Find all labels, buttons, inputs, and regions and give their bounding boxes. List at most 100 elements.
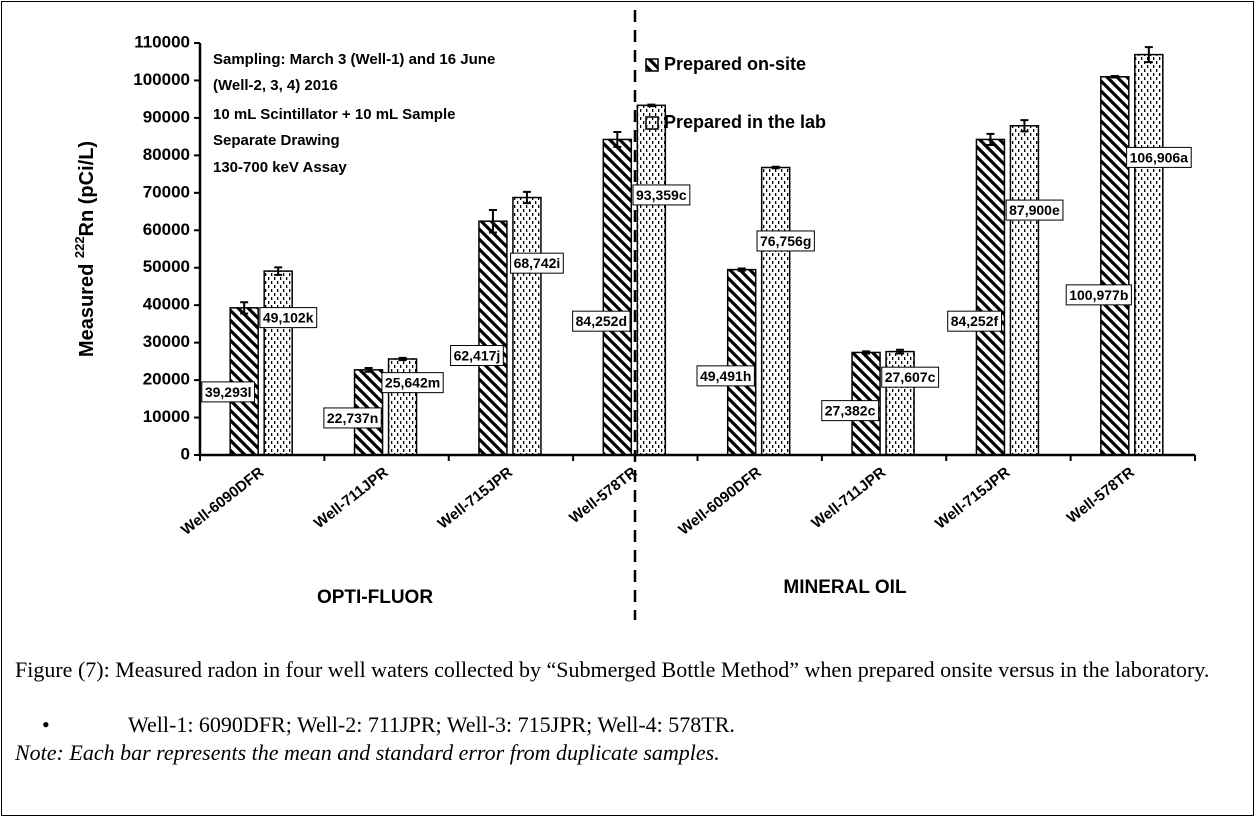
value-label-text: 62,417j (454, 348, 501, 364)
value-label-text: 27,382c (825, 403, 876, 419)
y-label-part: Rn (pCi/L) (76, 141, 98, 237)
value-label: 22,737n (323, 407, 382, 429)
y-tick-label: 20000 (143, 370, 190, 389)
annotation: 10 mL Scintillator + 10 mL Sample (213, 106, 455, 123)
y-axis-label: Measured 222Rn (pCi/L) (72, 141, 98, 357)
y-tick-label: 70000 (143, 182, 190, 201)
caption-title: Figure (7): Measured radon in four well … (15, 657, 1210, 682)
error-bar (862, 350, 871, 355)
value-label: 49,491h (696, 365, 755, 387)
value-label-text: 84,252d (576, 313, 627, 329)
value-label: 76,756g (756, 230, 815, 252)
x-tick-label: Well-6090DFR (178, 464, 267, 539)
y-tick-label: 50000 (143, 257, 190, 276)
y-tick-label: 30000 (143, 332, 190, 351)
error-bar (737, 267, 746, 272)
value-label-box (201, 381, 256, 403)
annotation: 130-700 keV Assay (213, 159, 347, 176)
y-tick-label: 40000 (143, 295, 190, 314)
error-bar (398, 356, 407, 362)
value-label: 62,417j (450, 345, 504, 367)
value-label: 84,252d (572, 310, 631, 332)
error-bar (771, 165, 780, 170)
value-label-text: 39,293l (205, 384, 252, 400)
annotation: Sampling: March 3 (Well-1) and 16 June (213, 51, 495, 68)
bar (1100, 76, 1130, 456)
annotation: Separate Drawing (213, 132, 340, 149)
error-bar (1020, 119, 1029, 133)
value-label: 27,382c (821, 400, 880, 422)
error-bar (1144, 46, 1153, 64)
error-bar (986, 132, 995, 147)
bar (636, 104, 667, 456)
error-bar (240, 301, 249, 315)
value-label-box (1065, 284, 1132, 306)
x-tick-label: Well-715JPR (435, 464, 516, 533)
y-tick-label: 10000 (143, 407, 190, 426)
value-label: 93,359c (632, 184, 691, 206)
bar (1009, 125, 1040, 456)
error-bar (274, 266, 283, 276)
value-label-text: 76,756g (760, 233, 811, 249)
value-label-text: 84,252f (951, 313, 999, 329)
chart: Measured 222Rn (pCi/L) 0 10000 20000 30000 4… (72, 10, 1196, 620)
error-bar (1110, 75, 1119, 79)
value-label: 68,742i (510, 252, 564, 274)
bar (760, 166, 791, 456)
y-tick-label: 110000 (134, 32, 190, 51)
y-tick-label: 80000 (143, 145, 190, 164)
x-tick-label: Well-578TR (1064, 464, 1138, 527)
error-bar (647, 103, 656, 108)
value-label-text: 68,742i (514, 255, 561, 271)
value-label-text: 49,491h (700, 368, 751, 384)
value-label: 39,293l (201, 381, 256, 403)
value-label-text: 106,906a (1130, 149, 1189, 165)
annotation: (Well-2, 3, 4) 2016 (213, 77, 338, 94)
error-bar (488, 208, 497, 234)
error-bar (896, 348, 905, 355)
value-label-box (381, 372, 444, 394)
bar (975, 138, 1006, 456)
value-label: 49,102k (259, 307, 318, 329)
bar (1134, 53, 1164, 456)
value-label-box (1126, 146, 1192, 168)
value-label-text: 22,737n (327, 410, 378, 426)
value-label-box (756, 230, 815, 252)
value-label: 106,906a (1126, 146, 1192, 168)
value-label-box (510, 252, 564, 274)
bar (726, 268, 757, 456)
x-tick-label: Well-578TR (566, 464, 640, 527)
y-label-part: Measured (76, 258, 98, 357)
value-label-text: 25,642m (385, 375, 440, 391)
value-label-box (323, 407, 382, 429)
x-tick-label: Well-711JPR (808, 464, 889, 532)
y-tick-label: 0 (181, 444, 190, 463)
value-label: 87,900e (1005, 199, 1064, 221)
group-label: OPTI-FLUOR (317, 587, 433, 608)
value-label-text: 93,359c (636, 187, 687, 203)
legend-label: Prepared in the lab (664, 112, 826, 132)
value-label-box (450, 345, 504, 367)
caption-bullet: Well-1: 6090DFR; Well-2: 711JPR; Well-3:… (128, 712, 735, 737)
bullet-dot: • (42, 712, 50, 737)
bar (478, 220, 508, 456)
error-bar (364, 366, 373, 373)
legend-swatch (645, 116, 659, 130)
value-label: 100,977b (1065, 284, 1132, 306)
bar (602, 138, 633, 456)
bar (263, 270, 293, 456)
value-label-box (696, 365, 755, 387)
y-tick-label: 60000 (143, 220, 190, 239)
value-label: 25,642m (381, 372, 444, 394)
value-label-box (259, 307, 318, 329)
caption-note: Note: Each bar represents the mean and s… (15, 740, 720, 765)
bar (512, 196, 542, 456)
value-label-text: 49,102k (263, 310, 314, 326)
x-tick-label: Well-6090DFR (676, 464, 765, 539)
value-label-box (572, 310, 631, 332)
value-label-box (632, 184, 691, 206)
error-bar (613, 130, 622, 148)
value-label-box (821, 400, 880, 422)
value-label-text: 100,977b (1069, 287, 1128, 303)
